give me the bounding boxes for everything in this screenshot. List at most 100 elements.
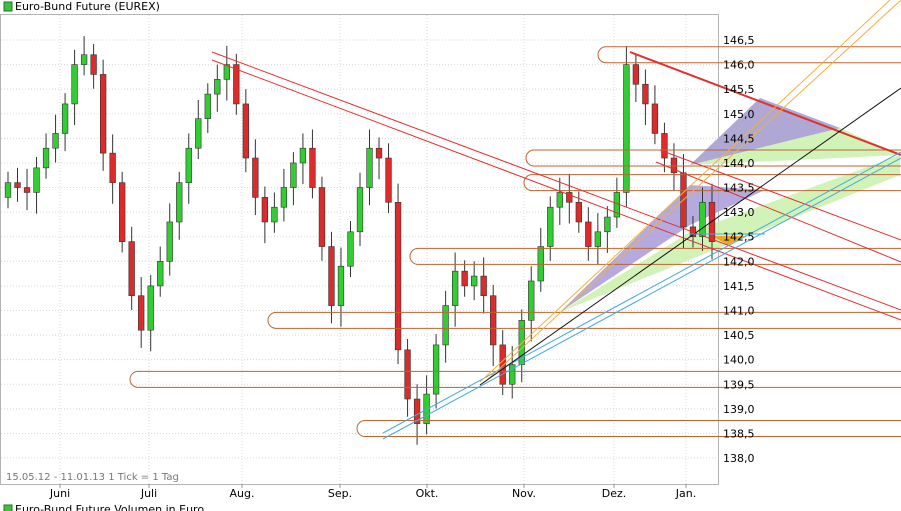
candle-body (385, 157, 392, 203)
candle-body (480, 275, 487, 297)
candle-body (699, 201, 706, 238)
y-tick-label: 139,0 (723, 403, 755, 416)
resistance-channel-upper (211, 51, 901, 311)
support-channel-upper (382, 151, 901, 434)
candle-body (52, 133, 59, 149)
candle-body (670, 157, 678, 174)
candle-body (375, 147, 383, 159)
candle-body (157, 261, 164, 287)
candle-body (271, 206, 278, 223)
y-tick-label: 144,5 (723, 132, 755, 145)
candle-body (413, 398, 421, 424)
level-line (525, 149, 901, 167)
y-tick-label: 142,0 (723, 255, 755, 268)
resistance-recent (629, 51, 901, 156)
candle-body (214, 79, 221, 95)
highlight-orange (712, 236, 745, 245)
candle-body (119, 182, 126, 242)
y-tick-label: 141,0 (723, 304, 755, 317)
candle-body (4, 182, 12, 198)
y-tick-label: 144,0 (723, 157, 755, 170)
candle-body (708, 201, 716, 242)
y-tick-label: 141,5 (723, 280, 755, 293)
legend-swatch (3, 1, 13, 12)
candle-body (499, 344, 506, 385)
y-tick-label: 143,0 (723, 206, 755, 219)
y-tick-label: 146,0 (723, 59, 755, 72)
candle-body (642, 83, 649, 105)
candle-body (651, 103, 659, 134)
candle-body (356, 187, 364, 233)
candle-body (233, 64, 240, 105)
candle-body (204, 93, 211, 119)
candle-body (195, 118, 202, 149)
candle-body (366, 147, 373, 188)
x-tick-label: Aug. (230, 487, 255, 500)
resistance-channel-lower (211, 59, 901, 321)
candle-body (33, 167, 40, 193)
trend-orange-1 (479, 0, 891, 383)
candle-body (185, 147, 192, 183)
candle-body (99, 74, 107, 154)
candle-body (328, 246, 335, 306)
y-tick-label: 140,5 (723, 329, 755, 342)
y-tick-label: 142,5 (723, 231, 755, 244)
volume-swatch (3, 504, 13, 511)
x-tick-label: Juli (140, 487, 157, 500)
candle-body (23, 187, 31, 193)
candle-body (394, 201, 402, 351)
x-tick-label: Nov. (512, 487, 536, 500)
candle-body (547, 206, 554, 247)
resistance-recent-channel-a (655, 161, 901, 263)
candle-body (604, 216, 611, 233)
y-tick-label: 146,5 (723, 34, 755, 47)
candle-body (128, 241, 135, 297)
candle-body (661, 133, 668, 159)
x-axis: Juni Juli Aug. Sep. Okt. Nov. Dez. Jan. (49, 484, 696, 500)
level-line (597, 46, 901, 64)
candle-body (80, 54, 88, 65)
y-tick-label: 143,5 (723, 182, 755, 195)
candle-body (109, 152, 116, 183)
candle-body (537, 246, 544, 282)
candle-body (337, 265, 345, 306)
candle-body (594, 231, 601, 247)
plot-area (0, 14, 719, 485)
y-tick-label: 140,0 (723, 354, 755, 367)
candle-body (299, 147, 307, 164)
black-trend (479, 87, 901, 386)
candle-body (585, 221, 592, 247)
y-tick-label: 138,0 (723, 452, 755, 465)
x-tick-label: Okt. (416, 487, 439, 500)
y-tick-label: 139,5 (723, 378, 755, 391)
y-tick-label: 138,5 (723, 427, 755, 440)
candle-body (309, 147, 316, 188)
candle-body (575, 201, 582, 223)
y-axis: 146,5 146,0 145,5 145,0 144,5 144,0 143,5 143,0… (723, 34, 755, 465)
support-channel-lower (382, 157, 901, 440)
date-range-info: 15.05.12 - 11.01.13 1 Tick = 1 Tag (6, 472, 179, 483)
candle-body (176, 182, 183, 223)
candle-body (261, 197, 269, 223)
candle-body (147, 285, 154, 331)
chart-title: Euro-Bund Future (EUREX) (15, 0, 160, 13)
y-tick-label: 145,0 (723, 108, 755, 121)
candle-body (252, 157, 259, 198)
level-line (523, 174, 901, 192)
candle-body (280, 187, 288, 208)
shade-purple-upper (690, 98, 840, 165)
candle-body (556, 192, 563, 208)
x-tick-label: Sep. (328, 487, 352, 500)
candle-body (623, 64, 630, 193)
candle-body (61, 103, 69, 134)
x-tick-label: Dez. (602, 487, 627, 500)
candle-body (404, 349, 411, 400)
x-tick-label: Jan. (675, 487, 696, 500)
candle-body (490, 295, 497, 346)
candle-body (442, 305, 449, 346)
candle-body (290, 162, 297, 188)
candle-body (90, 54, 97, 75)
level-line (356, 420, 901, 438)
candle-body (461, 270, 468, 287)
candle-body (632, 64, 640, 85)
